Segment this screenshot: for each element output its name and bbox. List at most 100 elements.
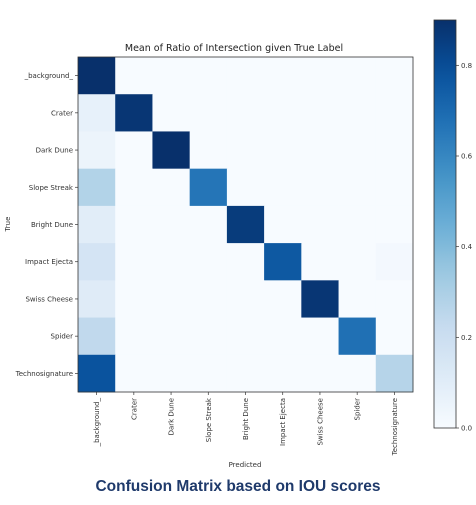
y-axis-label: True [4,217,12,233]
x-tick-label: Slope Streak [205,397,213,442]
y-tick-label: _background_ [24,72,74,80]
colorbar-tick-label: 0.2 [461,334,472,342]
heatmap-cell [78,168,116,207]
heatmap-cell [338,280,377,318]
heatmap-cell [375,94,414,132]
figure-caption: Confusion Matrix based on IOU scores [95,478,381,495]
colorbar-tick-label: 0.0 [461,425,472,433]
heatmap-cell [264,131,302,170]
heatmap-cell [152,317,191,356]
heatmap-cell [264,317,302,356]
heatmap-cell [338,168,377,207]
heatmap-cell [301,131,339,170]
heatmap-cell [338,131,377,170]
y-tick-label: Bright Dune [31,221,73,229]
heatmap-cell [301,280,339,318]
y-tick-label: Impact Ejecta [25,258,73,266]
heatmap-cell [115,168,153,207]
heatmap-cell [301,94,339,132]
heatmap-cell [115,280,153,318]
heatmap-cell [152,131,191,170]
heatmap-cell [375,131,414,170]
x-tick-label: Bright Dune [242,398,250,440]
x-axis-label: Predicted [229,461,262,469]
heatmap-cell [189,354,228,393]
heatmap-cell [375,243,414,281]
x-tick-label: Spider [354,398,362,421]
heatmap-cell [78,205,116,244]
heatmap-cell [152,168,191,207]
y-tick-label: Swiss Cheese [25,295,73,303]
heatmap-cell [115,317,153,356]
heatmap-cell [375,168,414,207]
colorbar: 0.0 0.2 0.4 0.6 0.8 [433,19,473,433]
colorbar-tick-label: 0.8 [461,62,472,70]
heatmap-cell [115,205,153,244]
heatmap-cell [338,205,377,244]
heatmap-cell [115,94,153,132]
heatmap-cell [338,94,377,132]
heatmap-cell [226,205,265,244]
heatmap-cell [78,243,116,281]
heatmap-cell [264,94,302,132]
heatmap-cell [375,205,414,244]
x-tick-label: Technosignature [391,398,399,456]
heatmap-cell [226,317,265,356]
heatmap-cell [152,280,191,318]
heatmap [78,57,414,393]
heatmap-cell [226,168,265,207]
heatmap-cell [115,354,153,393]
heatmap-cell [226,354,265,393]
heatmap-cell [264,280,302,318]
heatmap-cell [189,243,228,281]
heatmap-cell [375,57,414,95]
heatmap-cell [301,57,339,95]
heatmap-cell [375,354,414,393]
x-tick-label: _background_ [93,398,101,448]
heatmap-cell [189,131,228,170]
heatmap-cell [264,57,302,95]
heatmap-cell [78,354,116,393]
heatmap-cell [301,354,339,393]
y-tick-label: Technosignature [15,370,73,378]
x-axis-ticks: _background_ Crater Dark Dune Slope Streak B… [93,392,399,456]
heatmap-cell [264,354,302,393]
chart-title: Mean of Ratio of Intersection given True… [125,43,343,54]
heatmap-cell [338,57,377,95]
heatmap-cell [189,57,228,95]
heatmap-cell [264,243,302,281]
heatmap-cell [226,57,265,95]
heatmap-cell [115,243,153,281]
heatmap-cell [301,168,339,207]
heatmap-cell [226,280,265,318]
heatmap-cell [115,131,153,170]
heatmap-cell [189,168,228,207]
heatmap-cell [226,94,265,132]
heatmap-cell [152,243,191,281]
heatmap-cell [78,131,116,170]
heatmap-cell [78,317,116,356]
x-tick-label: Swiss Cheese [316,398,324,446]
x-tick-label: Dark Dune [168,398,176,435]
heatmap-cell [375,317,414,356]
heatmap-cell [301,243,339,281]
heatmap-cell [301,317,339,356]
heatmap-cell [78,94,116,132]
heatmap-cell [78,280,116,318]
heatmap-cell [189,205,228,244]
heatmap-cell [375,280,414,318]
heatmap-cell [189,280,228,318]
heatmap-cell [264,168,302,207]
colorbar-tick-label: 0.6 [461,153,473,161]
heatmap-cell [189,94,228,132]
heatmap-cell [301,205,339,244]
heatmap-cell [152,205,191,244]
y-axis-ticks: _background_ Crater Dark Dune Slope Streak B… [15,72,78,378]
heatmap-cell [264,205,302,244]
y-tick-label: Spider [51,333,74,341]
heatmap-cell [338,354,377,393]
heatmap-cell [78,57,116,95]
heatmap-cell [338,243,377,281]
y-tick-label: Slope Streak [29,184,74,192]
